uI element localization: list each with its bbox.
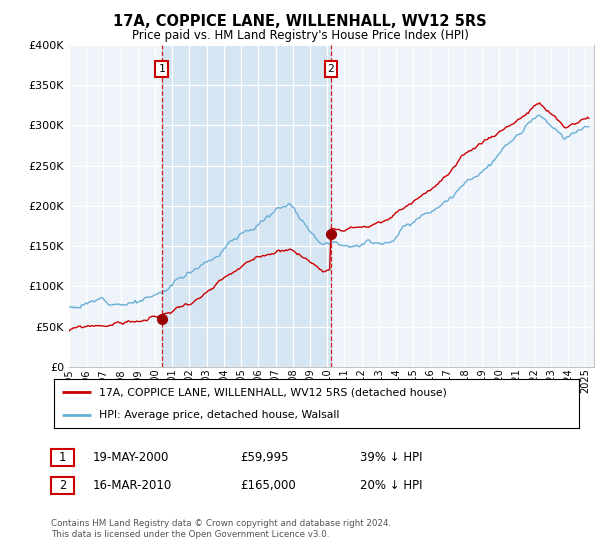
Text: 1: 1	[158, 64, 165, 74]
Text: 17A, COPPICE LANE, WILLENHALL, WV12 5RS: 17A, COPPICE LANE, WILLENHALL, WV12 5RS	[113, 14, 487, 29]
Text: Contains HM Land Registry data © Crown copyright and database right 2024.
This d: Contains HM Land Registry data © Crown c…	[51, 519, 391, 539]
Text: 19-MAY-2000: 19-MAY-2000	[93, 451, 169, 464]
Text: 16-MAR-2010: 16-MAR-2010	[93, 479, 172, 492]
Text: 20% ↓ HPI: 20% ↓ HPI	[360, 479, 422, 492]
Text: 1: 1	[59, 451, 66, 464]
Text: 17A, COPPICE LANE, WILLENHALL, WV12 5RS (detached house): 17A, COPPICE LANE, WILLENHALL, WV12 5RS …	[98, 388, 446, 398]
Text: Price paid vs. HM Land Registry's House Price Index (HPI): Price paid vs. HM Land Registry's House …	[131, 29, 469, 42]
Text: 2: 2	[59, 479, 66, 492]
Bar	[161, 45, 331, 367]
Text: 2: 2	[328, 64, 334, 74]
Text: £59,995: £59,995	[240, 451, 289, 464]
Text: 39% ↓ HPI: 39% ↓ HPI	[360, 451, 422, 464]
Text: HPI: Average price, detached house, Walsall: HPI: Average price, detached house, Wals…	[98, 410, 339, 420]
Text: £165,000: £165,000	[240, 479, 296, 492]
